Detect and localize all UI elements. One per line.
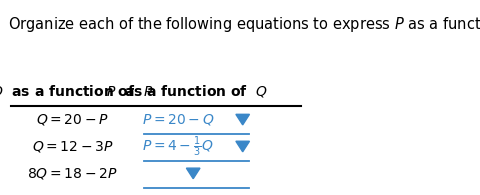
Text: Organize each of the following equations to express $P$ as a function of $Q$.: Organize each of the following equations…: [8, 15, 480, 34]
Polygon shape: [235, 141, 249, 152]
Text: $P$  as a function of  $Q$: $P$ as a function of $Q$: [106, 83, 267, 99]
Text: $P = 20 - Q$: $P = 20 - Q$: [141, 112, 214, 127]
Text: $Q = 20 - P$: $Q = 20 - P$: [36, 112, 109, 127]
Text: $P = 4 - \frac{1}{3}Q$: $P = 4 - \frac{1}{3}Q$: [142, 134, 213, 159]
Polygon shape: [235, 114, 249, 125]
Text: $8Q = 18 - 2P$: $8Q = 18 - 2P$: [27, 166, 118, 181]
Polygon shape: [186, 168, 200, 179]
Text: $Q = 12 - 3P$: $Q = 12 - 3P$: [32, 139, 113, 154]
Text: $Q$  as a function of  $P$: $Q$ as a function of $P$: [0, 83, 154, 99]
